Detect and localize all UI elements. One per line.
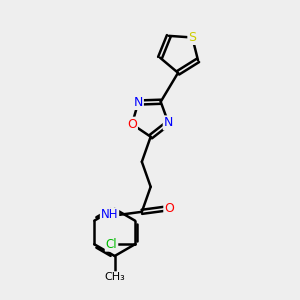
Text: Cl: Cl	[106, 238, 117, 251]
Text: N: N	[134, 96, 143, 109]
Text: S: S	[188, 31, 196, 44]
Text: N: N	[164, 116, 173, 129]
Text: NH: NH	[101, 208, 118, 221]
Text: O: O	[164, 202, 174, 215]
Text: CH₃: CH₃	[104, 272, 125, 282]
Text: O: O	[127, 118, 137, 131]
